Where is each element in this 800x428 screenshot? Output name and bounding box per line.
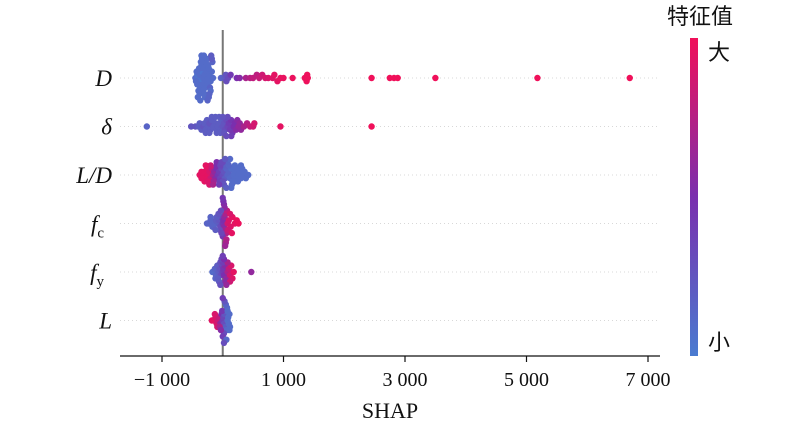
data-point (227, 71, 234, 79)
data-point (226, 326, 233, 334)
data-point (248, 268, 255, 276)
x-tick-label: 7 000 (626, 369, 671, 391)
data-point (245, 171, 252, 179)
feature-label: fy (90, 260, 104, 290)
data-point (237, 162, 245, 169)
data-point (394, 74, 401, 82)
x-tick-label: 5 000 (504, 369, 549, 391)
data-point (223, 184, 230, 191)
colorbar-low-label: 小 (708, 331, 730, 356)
data-point (228, 132, 235, 140)
x-tick-label: −1 000 (134, 369, 190, 391)
data-point (236, 74, 243, 82)
colorbar-high-label: 大 (708, 41, 730, 66)
data-point (228, 184, 235, 191)
data-point (226, 155, 234, 163)
data-point (206, 129, 213, 137)
data-point (234, 178, 242, 185)
data-point (193, 68, 200, 75)
data-point (224, 307, 231, 315)
feature-labels: Dδ L/D fc fy L (75, 66, 112, 334)
data-point (197, 97, 204, 104)
row-guide-lines (120, 77, 660, 321)
data-point (219, 294, 226, 302)
data-point (230, 268, 237, 276)
data-point (280, 74, 287, 82)
colorbar-gradient (690, 38, 698, 356)
data-point (223, 281, 230, 288)
data-point (221, 155, 229, 163)
data-point (231, 162, 239, 169)
data-point (228, 229, 236, 237)
data-point (208, 52, 215, 59)
data-point (218, 229, 225, 237)
data-point (217, 326, 225, 334)
x-axis: −1 000 1 000 3 000 5 000 7 000 (120, 355, 671, 391)
data-point (207, 162, 214, 169)
x-axis-title: SHAP (362, 398, 418, 423)
feature-label: L/D (75, 163, 112, 188)
data-point (217, 281, 224, 288)
data-points (143, 52, 633, 347)
data-point (202, 162, 209, 169)
data-point (218, 307, 226, 315)
data-point (143, 123, 151, 130)
data-point (219, 252, 226, 260)
data-point (209, 181, 217, 188)
data-point (221, 242, 229, 250)
data-point (220, 339, 228, 347)
data-point (226, 210, 234, 218)
data-point (368, 74, 375, 82)
colorbar-title: 特征值 (667, 5, 733, 30)
data-point (212, 226, 219, 234)
data-point (200, 52, 208, 59)
x-tick-label: 1 000 (261, 369, 306, 391)
data-point (194, 81, 201, 88)
data-point (219, 113, 226, 121)
x-tick-label: 3 000 (383, 369, 428, 391)
data-point (223, 132, 230, 140)
data-point (204, 97, 211, 104)
data-point (215, 181, 223, 188)
data-point (277, 123, 284, 130)
data-point (534, 74, 541, 82)
data-point (235, 220, 242, 227)
data-point (271, 71, 278, 79)
data-point (251, 120, 258, 127)
data-point (304, 74, 311, 82)
data-point (207, 213, 214, 221)
feature-label: fc (91, 212, 104, 242)
data-point (209, 74, 217, 82)
feature-label: L (98, 309, 112, 334)
data-point (224, 113, 231, 121)
data-point (368, 123, 375, 130)
feature-label: δ (101, 115, 112, 140)
data-point (217, 207, 225, 214)
colorbar: 特征值 大 小 (667, 5, 733, 356)
data-point (432, 74, 439, 82)
feature-label: D (94, 66, 112, 91)
data-point (219, 194, 226, 202)
data-point (289, 74, 296, 82)
data-point (626, 74, 633, 82)
data-point (211, 310, 219, 318)
